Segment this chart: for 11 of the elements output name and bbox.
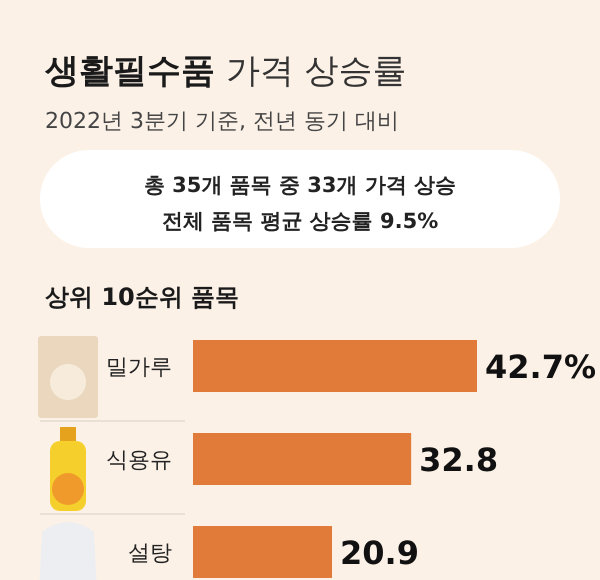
text: 상위 10순위 품목 xyxy=(45,283,240,311)
y-tick-label: 식용유 xyxy=(106,448,172,473)
text: 총 35개 품목 중 33개 가격 상승 xyxy=(144,173,456,197)
data-label: 42.7% xyxy=(485,348,596,386)
title: 생활필수품 가격 상승률 xyxy=(45,51,407,91)
y-tick-label: 밀가루 xyxy=(106,355,172,380)
y-tick-label: 설탕 xyxy=(128,541,172,566)
subtitle: 2022년 3분기 기준, 전년 동기 대비 xyxy=(45,109,399,134)
data-label: 20.9 xyxy=(340,534,419,572)
text: 전체 품목 평균 상승률 9.5% xyxy=(162,209,438,233)
data-label: 32.8 xyxy=(419,441,498,479)
